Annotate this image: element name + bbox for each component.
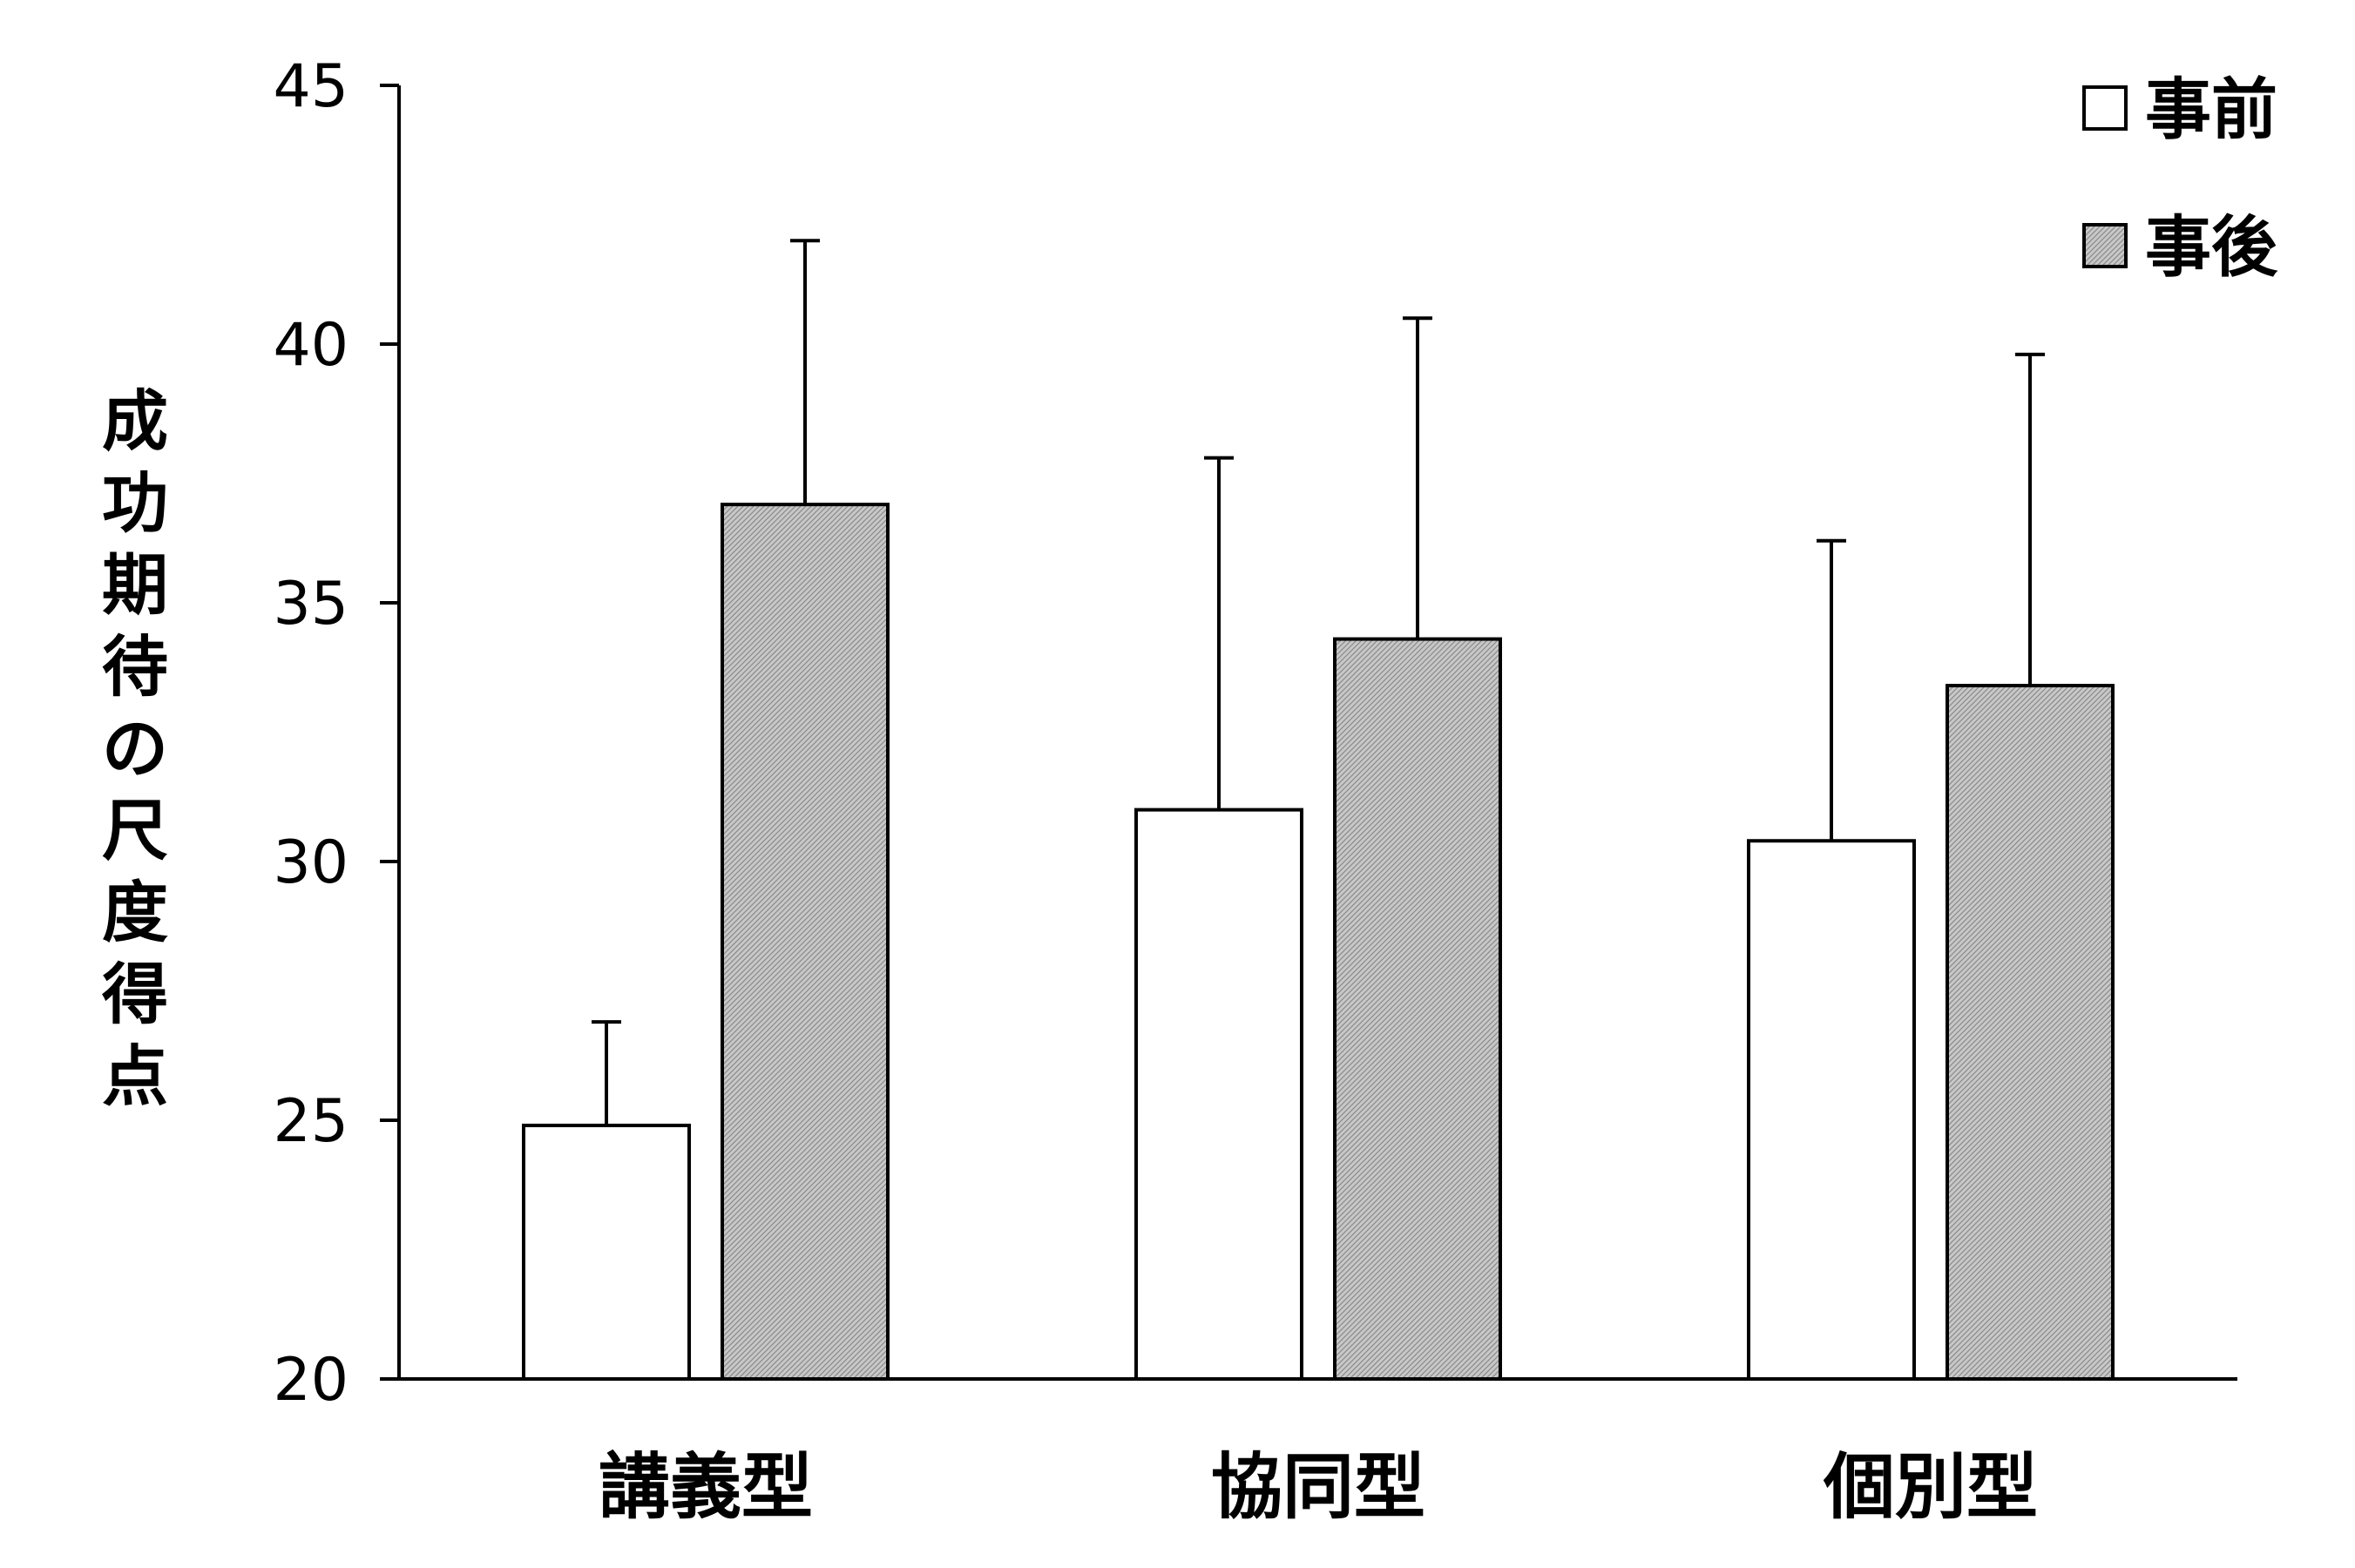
y-axis-label: 成功期待の尺度得点 [102, 382, 168, 1115]
bar-post-2 [1946, 684, 2115, 1381]
bar-pre-1 [1134, 808, 1303, 1381]
category-label: 講義型 [599, 1446, 813, 1529]
category-label: 協同型 [1211, 1446, 1425, 1529]
y-tick-label: 45 [273, 52, 349, 121]
bars [522, 503, 2115, 1381]
bar-pre-0 [522, 1123, 691, 1381]
y-tick-label: 35 [273, 570, 349, 639]
y-tick-label: 30 [273, 828, 349, 897]
axis-labels: 20 25 30 35 40 45 講義型 協同型 個別型 成功期待の尺度得点 [102, 52, 2038, 1529]
axes [380, 84, 2237, 1381]
legend-swatch-post [2082, 223, 2128, 268]
bar-pre-2 [1747, 839, 1916, 1381]
y-tick-label: 40 [273, 311, 349, 380]
legend-label-pre: 事前 [2145, 71, 2277, 148]
error-bars [592, 239, 2045, 1125]
legend-swatch-pre [2082, 85, 2128, 131]
bar-post-1 [1333, 637, 1502, 1381]
legend-label-post: 事後 [2145, 208, 2278, 286]
category-label: 個別型 [1823, 1446, 2038, 1529]
y-tick-label: 25 [273, 1087, 349, 1156]
y-tick-label: 20 [273, 1346, 349, 1415]
bar-post-0 [721, 503, 890, 1381]
